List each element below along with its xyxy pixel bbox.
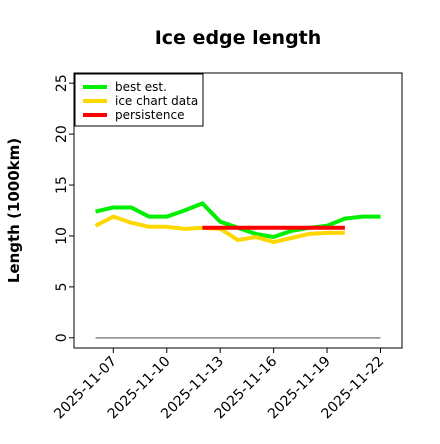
y-tick-label: 0 bbox=[54, 333, 70, 342]
y-tick-label: 10 bbox=[54, 227, 70, 245]
y-tick-label: 20 bbox=[54, 125, 70, 143]
plot-frame bbox=[73, 72, 403, 349]
legend-label: persistence bbox=[115, 108, 184, 122]
legend-label: ice chart data bbox=[115, 94, 198, 108]
y-axis-label: Length (1000km) bbox=[5, 138, 23, 283]
plot-layer bbox=[94, 201, 381, 339]
y-tick-label: 25 bbox=[54, 74, 70, 92]
y-tick-label: 5 bbox=[54, 282, 70, 291]
y-tick-label: 15 bbox=[54, 176, 70, 194]
chart-title: Ice edge length bbox=[155, 27, 322, 49]
legend-label: best est. bbox=[115, 80, 167, 94]
